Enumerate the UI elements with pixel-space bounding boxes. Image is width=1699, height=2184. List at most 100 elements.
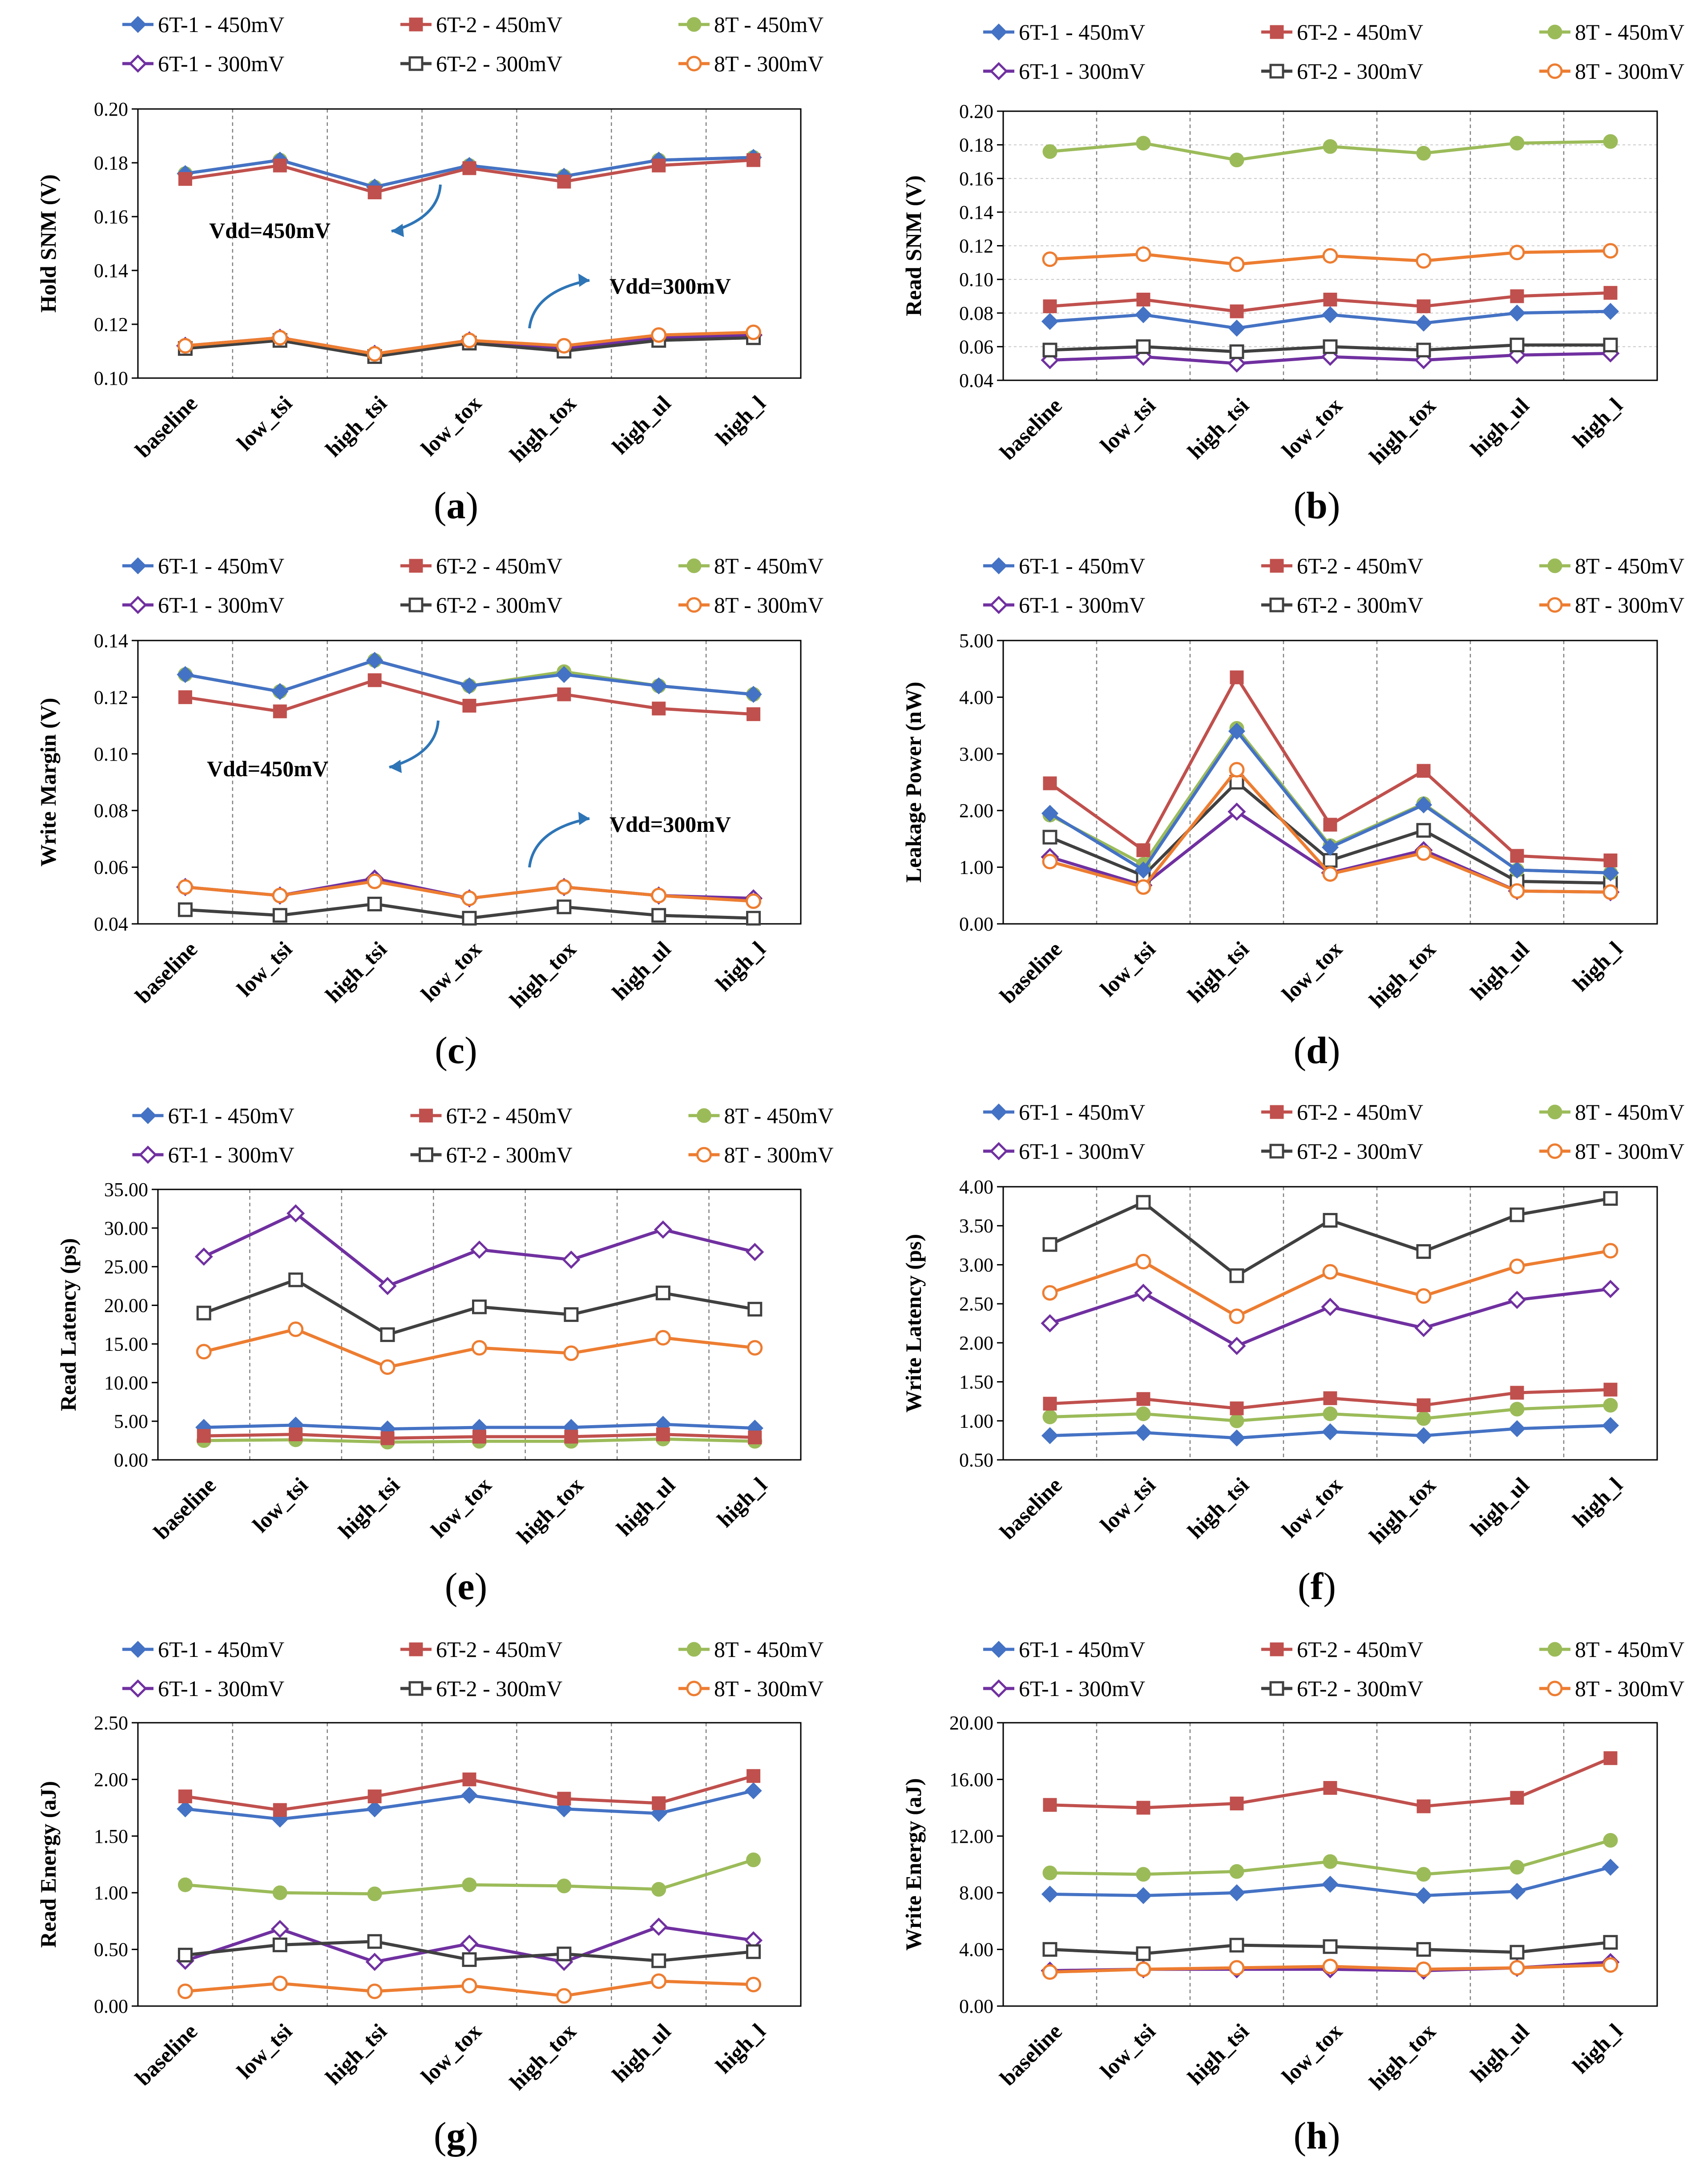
data-point <box>651 887 667 903</box>
data-point <box>655 1285 670 1301</box>
series-b-1 <box>1043 286 1618 318</box>
legend-entry-d-4: 6T-2 - 300mV <box>1261 592 1423 617</box>
data-point <box>1321 838 1339 856</box>
data-point <box>655 1330 671 1346</box>
arrow-head <box>578 274 589 287</box>
data-point <box>1229 153 1244 168</box>
category-label: high_ul <box>607 2019 676 2087</box>
data-point <box>1508 1882 1526 1900</box>
data-point <box>1323 1391 1337 1405</box>
data-point <box>651 908 666 923</box>
data-point <box>1603 1935 1618 1950</box>
y-tick-label: 12.00 <box>949 1825 993 1847</box>
data-point <box>1508 304 1526 322</box>
data-point <box>557 1946 572 1962</box>
data-point <box>1603 1382 1618 1397</box>
category-label: high_tsi <box>1182 393 1254 464</box>
y-axis-label: Read Energy (aJ) <box>36 1781 61 1948</box>
legend-entry-e-4: 6T-2 - 300mV <box>410 1142 573 1167</box>
data-point <box>1042 1237 1057 1252</box>
data-point <box>272 908 287 923</box>
category-label: high_tox <box>504 936 581 1012</box>
data-point <box>272 1975 288 1991</box>
data-point <box>1417 1398 1431 1412</box>
panel-label: (h) <box>1293 2114 1340 2157</box>
y-tick-label: 0.08 <box>94 800 128 822</box>
legend-entry-c-5: 8T - 300mV <box>678 592 823 617</box>
series-a-5 <box>177 324 762 362</box>
series-h-4 <box>1042 1935 1618 1961</box>
legend-marker <box>1269 597 1284 612</box>
category-label: baseline <box>149 1472 221 1544</box>
data-point <box>1136 1867 1151 1882</box>
panel-label: (f) <box>1298 1565 1336 1608</box>
category-label: high_tox <box>1364 936 1441 1012</box>
legend-marker <box>129 1640 147 1658</box>
data-point <box>1603 338 1618 353</box>
data-point <box>1229 1960 1245 1976</box>
legend-label: 6T-2 - 300mV <box>1297 1139 1423 1164</box>
y-tick-label: 4.00 <box>959 686 993 708</box>
legend-marker <box>1547 1642 1562 1657</box>
y-tick-label: 0.04 <box>94 913 128 935</box>
series-g-2 <box>178 1852 761 1902</box>
category-label: low_tox <box>1277 2019 1347 2088</box>
legend-label: 6T-2 - 450mV <box>446 1103 573 1128</box>
category-label: high_ul <box>1465 936 1534 1005</box>
data-point <box>1416 823 1431 838</box>
data-point <box>1508 1420 1526 1437</box>
data-point <box>1230 304 1244 318</box>
y-tick-label: 0.08 <box>959 302 993 324</box>
series-f-0 <box>1041 1417 1619 1447</box>
y-tick-label: 1.00 <box>959 857 993 878</box>
data-point <box>1134 1284 1153 1302</box>
data-point <box>1601 1280 1620 1298</box>
series-g-4 <box>178 1934 761 1968</box>
category-label: low_tsi <box>248 1472 313 1537</box>
legend-marker <box>697 1108 711 1123</box>
y-axis-label: Read SNM (V) <box>901 175 926 316</box>
data-point <box>273 1803 287 1817</box>
y-tick-label: 2.00 <box>959 800 993 822</box>
series-e-1 <box>197 1427 762 1445</box>
data-point <box>1042 144 1057 159</box>
category-label: high_l <box>1568 2019 1627 2078</box>
data-point <box>1323 1213 1338 1228</box>
data-point <box>1042 1410 1057 1425</box>
category-label: low_tox <box>416 2019 486 2088</box>
legend-marker <box>990 1103 1008 1121</box>
data-point <box>470 1240 489 1259</box>
data-point <box>650 677 667 695</box>
data-point <box>1042 343 1057 358</box>
data-point <box>1135 1253 1151 1269</box>
data-point <box>1041 805 1059 822</box>
category-label: high_tox <box>504 391 581 467</box>
legend-label: 6T-2 - 450mV <box>1297 1637 1423 1662</box>
legend-label: 8T - 300mV <box>714 592 823 617</box>
y-tick-label: 0.12 <box>94 314 128 335</box>
category-label: low_tox <box>1277 936 1347 1006</box>
legend-entry-h-5: 8T - 300mV <box>1539 1676 1684 1701</box>
series-c-1 <box>178 673 761 721</box>
data-point <box>1135 879 1151 895</box>
chart-panel-e: 6T-1 - 450mV 6T-2 - 450mV 8T - 450mV 6T-1 -… <box>56 1103 834 1608</box>
panel-label: (a) <box>434 484 478 527</box>
data-point <box>460 677 478 695</box>
data-point <box>461 891 477 907</box>
y-tick-label: 0.06 <box>94 857 128 878</box>
legend-entry-b-5: 8T - 300mV <box>1539 59 1684 84</box>
legend-marker <box>990 23 1008 41</box>
data-point <box>1042 1866 1057 1881</box>
y-tick-label: 0.06 <box>959 336 993 358</box>
legend-label: 6T-2 - 300mV <box>1297 1676 1423 1701</box>
legend-label: 8T - 450mV <box>1575 1100 1684 1124</box>
legend-entry-g-2: 8T - 450mV <box>678 1637 823 1662</box>
category-label: low_tsi <box>232 2019 297 2083</box>
series-d-1 <box>1043 670 1618 867</box>
data-point <box>564 1307 579 1322</box>
data-point <box>1323 818 1337 832</box>
data-point <box>1136 339 1151 354</box>
legend-label: 8T - 450mV <box>1575 1637 1684 1662</box>
data-point <box>288 1272 303 1287</box>
data-point <box>1229 256 1245 272</box>
